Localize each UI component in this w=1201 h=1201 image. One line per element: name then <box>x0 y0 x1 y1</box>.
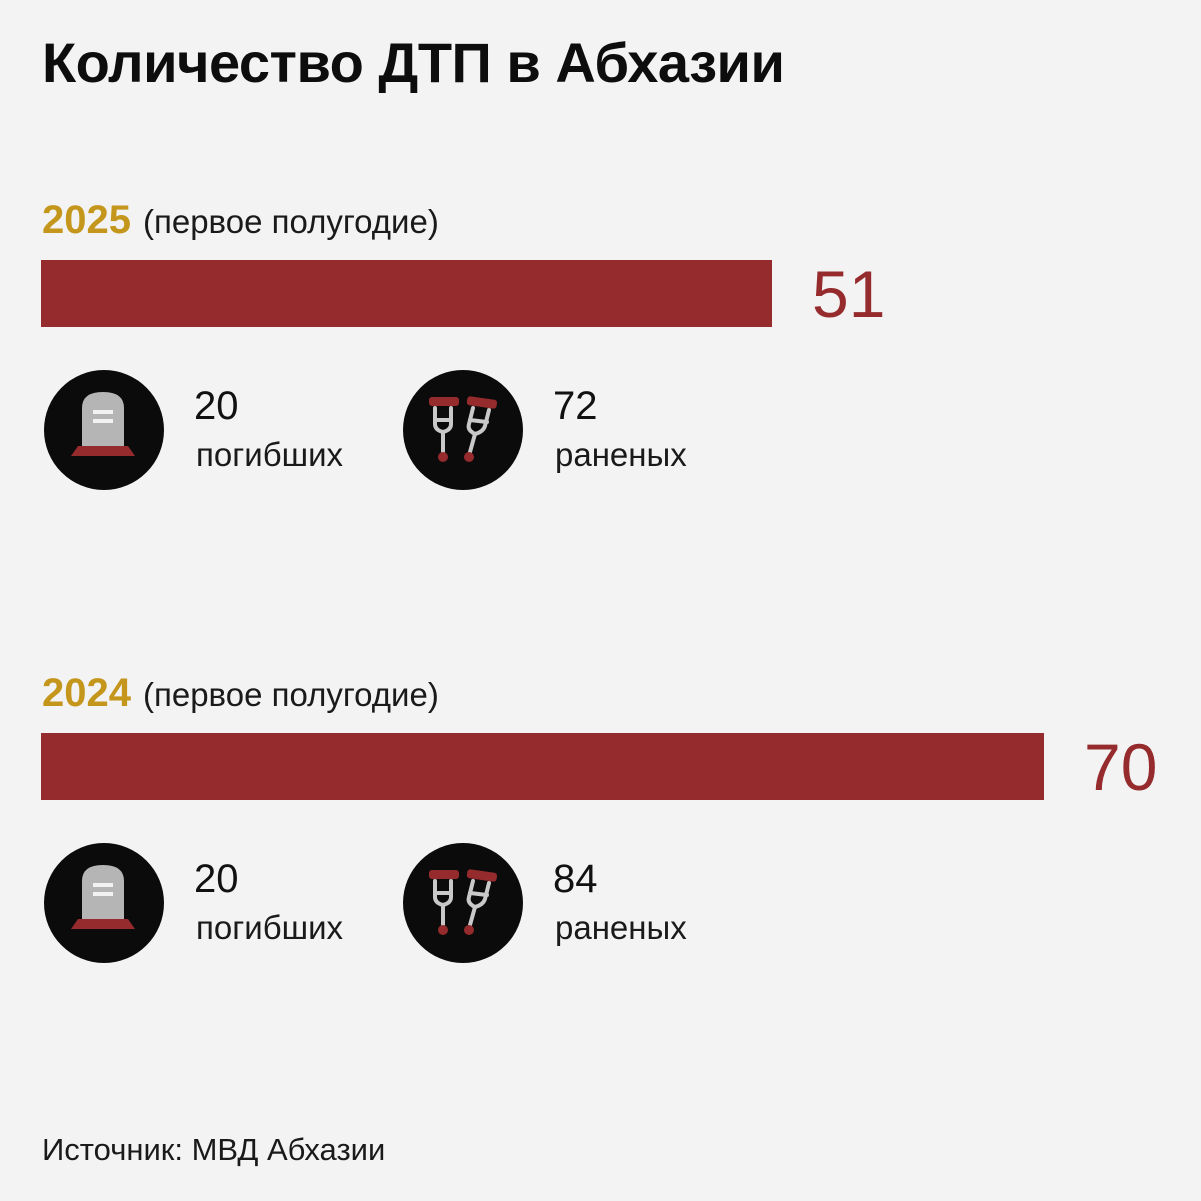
crutches-icon <box>403 843 523 963</box>
page-title: Количество ДТП в Абхазии <box>42 31 785 94</box>
year-heading: 2025 (первое полугодие) <box>42 198 439 243</box>
injured-count: 72 <box>553 384 598 428</box>
bar-2024 <box>41 733 1044 800</box>
tombstone-icon <box>44 370 164 490</box>
bar-area: 70 <box>41 730 1201 804</box>
period-label: (первое полугодие) <box>142 676 439 713</box>
deaths-label: погибших <box>196 909 344 946</box>
period-label: (первое полугодие) <box>142 203 439 240</box>
bar-area: 51 <box>41 257 1201 331</box>
injured-count: 84 <box>553 857 598 901</box>
year-section-2025: 2025 (первое полугодие) 51 20 погибших <box>0 198 1201 498</box>
crutches-icon <box>403 370 523 490</box>
injured-label: раненых <box>555 436 687 473</box>
year-heading: 2024 (первое полугодие) <box>42 671 439 716</box>
source-note: Источник: МВД Абхазии <box>42 1132 386 1167</box>
bar-value-label: 51 <box>812 257 886 331</box>
year-label: 2024 <box>42 671 131 715</box>
year-label: 2025 <box>42 198 131 242</box>
bar-value-label: 70 <box>1084 730 1158 804</box>
deaths-label: погибших <box>196 436 344 473</box>
deaths-count: 20 <box>194 384 239 428</box>
tombstone-icon <box>44 843 164 963</box>
bar-2025 <box>41 260 772 327</box>
injured-label: раненых <box>555 909 687 946</box>
deaths-count: 20 <box>194 857 239 901</box>
year-section-2024: 2024 (первое полугодие) 70 20 погибших <box>0 671 1201 971</box>
